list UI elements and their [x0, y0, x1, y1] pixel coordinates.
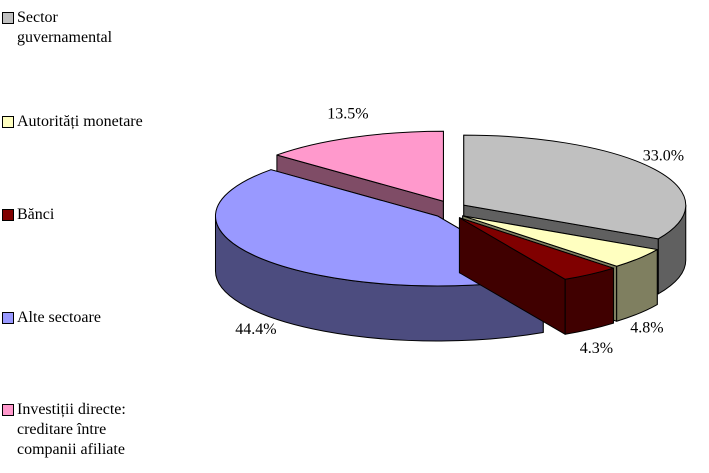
legend-label: Investiții directe: creditare între comp…	[17, 401, 126, 458]
legend-item: Autorități monetare	[2, 112, 167, 132]
slice	[276, 130, 444, 202]
legend-swatch	[2, 312, 14, 324]
legend-swatch	[2, 116, 14, 128]
slice	[462, 215, 658, 267]
legend-swatch	[2, 404, 14, 416]
legend-label: Alte sectoare	[17, 309, 101, 326]
legend-item: Investiții directe: creditare între comp…	[2, 400, 167, 460]
legend-label: Sector guvernamental	[17, 9, 113, 46]
slice	[458, 217, 614, 280]
legend-item: Bănci	[2, 205, 167, 225]
legend-label: Autorități monetare	[17, 113, 143, 130]
legend-item: Sector guvernamental	[2, 8, 113, 48]
data-label: 4.8%	[630, 319, 663, 336]
data-label: 13.5%	[327, 105, 368, 122]
legend-label: Bănci	[17, 206, 55, 223]
legend-swatch	[2, 209, 14, 221]
legend-swatch	[2, 12, 14, 24]
legend-item: Alte sectoare	[2, 308, 167, 328]
data-label: 44.4%	[235, 321, 276, 338]
data-label: 33.0%	[643, 147, 684, 164]
data-label: 4.3%	[580, 340, 613, 357]
slice	[463, 134, 687, 240]
